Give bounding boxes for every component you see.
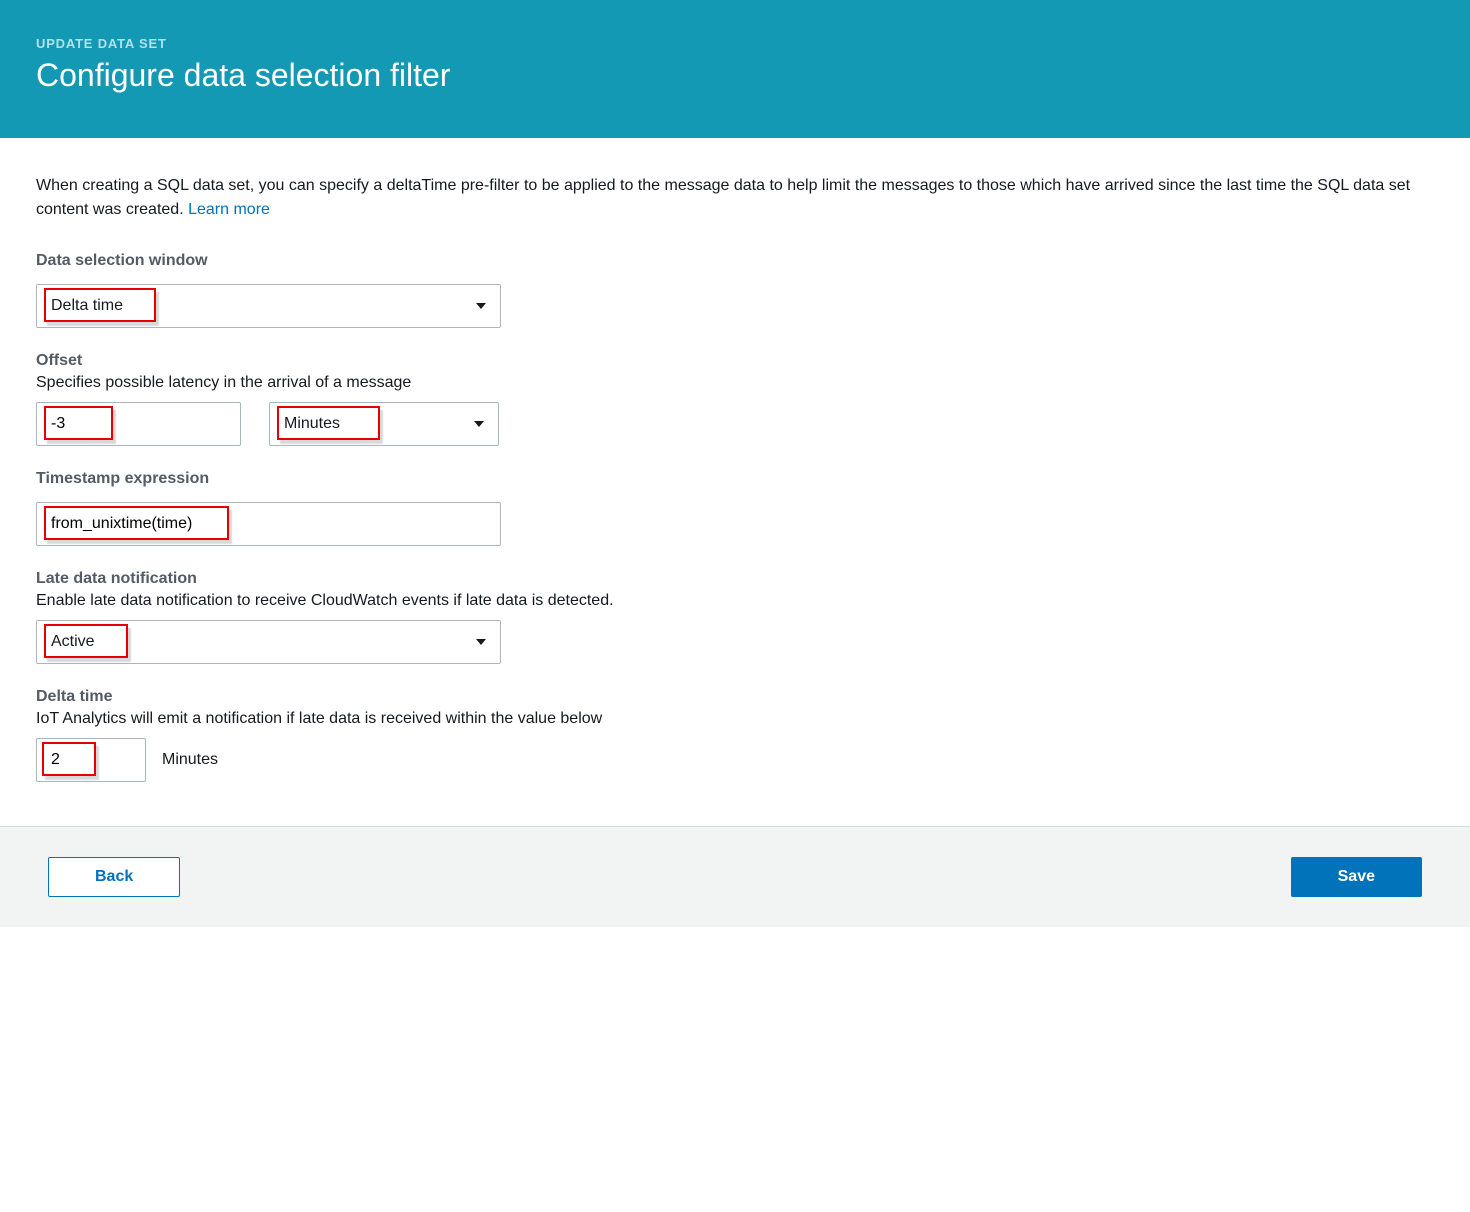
header-eyebrow: UPDATE DATA SET (36, 36, 1434, 51)
offset-label: Offset (36, 352, 1434, 370)
offset-unit-value: Minutes (284, 415, 340, 433)
offset-unit-select[interactable]: Minutes (269, 402, 499, 446)
late-data-notification-value: Active (51, 633, 95, 651)
footer: Back Save (0, 826, 1470, 927)
save-button[interactable]: Save (1291, 857, 1422, 897)
description: When creating a SQL data set, you can sp… (36, 174, 1434, 222)
chevron-down-icon (476, 639, 486, 645)
back-button[interactable]: Back (48, 857, 180, 897)
data-selection-window-label: Data selection window (36, 252, 1434, 270)
field-late-data-notification: Late data notification Enable late data … (36, 570, 1434, 664)
content-area: When creating a SQL data set, you can sp… (0, 138, 1470, 826)
data-selection-window-select[interactable]: Delta time (36, 284, 501, 328)
delta-time-hint: IoT Analytics will emit a notification i… (36, 710, 1434, 728)
page-header: UPDATE DATA SET Configure data selection… (0, 0, 1470, 138)
delta-time-unit: Minutes (162, 751, 218, 769)
offset-hint: Specifies possible latency in the arriva… (36, 374, 1434, 392)
field-delta-time: Delta time IoT Analytics will emit a not… (36, 688, 1434, 782)
chevron-down-icon (476, 303, 486, 309)
late-data-notification-label: Late data notification (36, 570, 1434, 588)
late-data-notification-hint: Enable late data notification to receive… (36, 592, 1434, 610)
timestamp-expression-label: Timestamp expression (36, 470, 1434, 488)
chevron-down-icon (474, 421, 484, 427)
data-selection-window-value: Delta time (51, 297, 123, 315)
learn-more-link[interactable]: Learn more (188, 201, 270, 218)
offset-input[interactable] (36, 402, 241, 446)
page-title: Configure data selection filter (36, 57, 1434, 94)
delta-time-input[interactable] (36, 738, 146, 782)
delta-time-label: Delta time (36, 688, 1434, 706)
field-timestamp-expression: Timestamp expression (36, 470, 1434, 546)
field-offset: Offset Specifies possible latency in the… (36, 352, 1434, 446)
timestamp-expression-input[interactable] (36, 502, 501, 546)
field-data-selection-window: Data selection window Delta time (36, 252, 1434, 328)
late-data-notification-select[interactable]: Active (36, 620, 501, 664)
